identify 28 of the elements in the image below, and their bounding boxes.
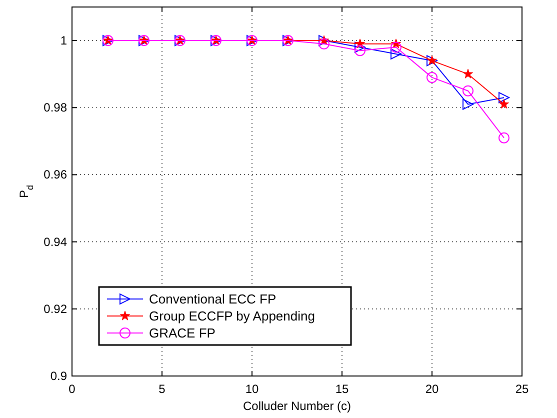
legend-label: Conventional ECC FP — [149, 292, 276, 306]
legend-label: GRACE FP — [149, 326, 216, 340]
point — [462, 85, 474, 96]
x-tick-label: 25 — [515, 382, 529, 396]
point — [426, 72, 438, 83]
y-tick-label: 0.94 — [44, 234, 68, 249]
y-tick-label: 1 — [60, 34, 68, 48]
point — [462, 68, 474, 78]
y-tick-label: 0.98 — [44, 100, 68, 115]
x-tick-label: 10 — [245, 382, 259, 396]
point — [390, 48, 402, 60]
point — [390, 42, 402, 53]
point — [318, 38, 330, 50]
x-tick-label: 15 — [335, 382, 349, 396]
x-axis-title: Colluder Number (c) — [242, 399, 352, 413]
point — [354, 45, 366, 56]
x-tick-label: 0 — [68, 382, 76, 396]
y-tick-label: 0.96 — [44, 168, 68, 182]
x-tick-label: 20 — [425, 382, 439, 396]
point — [498, 92, 510, 104]
point — [462, 98, 474, 110]
point — [498, 99, 510, 109]
legend-label: Group ECCFP by Appending — [149, 308, 315, 324]
x-tick-label: 5 — [158, 382, 166, 396]
point — [354, 42, 366, 53]
y-tick-label: 0.9 — [50, 369, 68, 383]
point — [498, 132, 510, 144]
y-tick-label: 0.92 — [44, 302, 68, 316]
